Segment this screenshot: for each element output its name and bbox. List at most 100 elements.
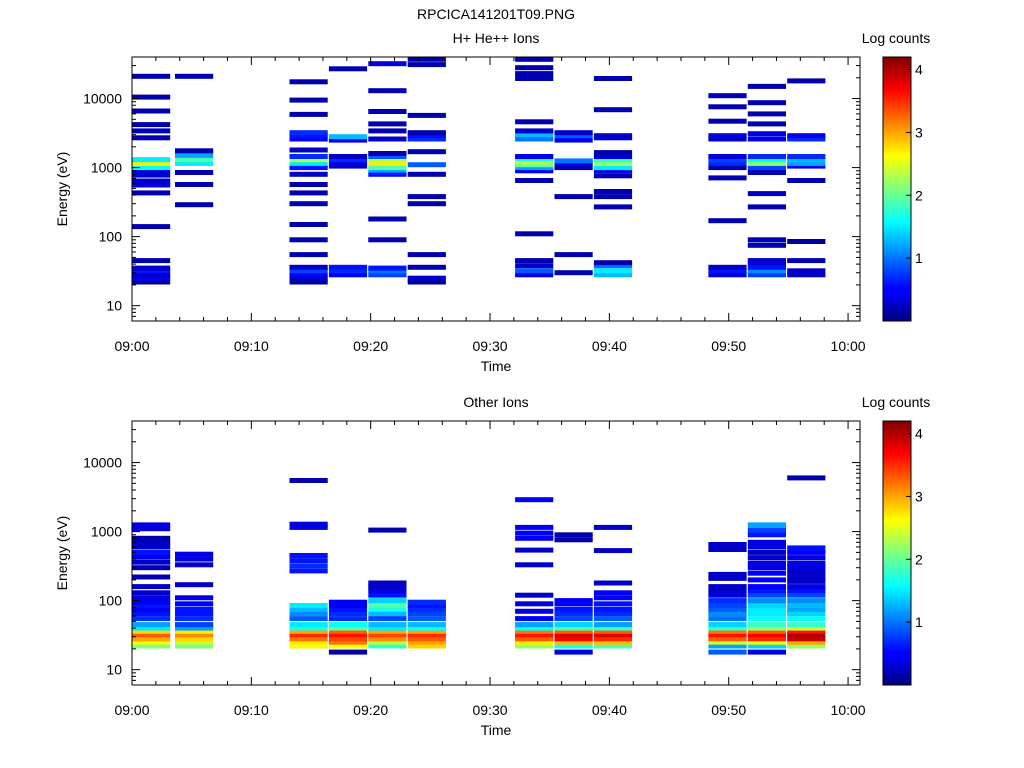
heatmap-cell	[787, 545, 826, 551]
heatmap-cell	[175, 606, 214, 612]
heatmap-cell	[747, 603, 786, 608]
heatmap-cell	[175, 562, 214, 568]
heatmap-cell	[554, 625, 593, 631]
heatmap-cell	[132, 535, 171, 541]
heatmap-cell	[593, 524, 633, 530]
heatmap-cell	[708, 272, 747, 278]
heatmap-cell	[515, 268, 554, 274]
y-axis-label: Energy (eV)	[54, 516, 70, 591]
heatmap-cell	[593, 611, 633, 617]
heatmap-cell	[515, 263, 554, 269]
heatmap-cell	[747, 268, 786, 274]
heatmap-cell	[747, 111, 786, 117]
heatmap-cell	[132, 224, 171, 230]
heatmap-cell	[132, 584, 171, 590]
heatmap-cell	[747, 272, 786, 278]
heatmap-cell	[175, 157, 214, 163]
heatmap-cell	[132, 122, 171, 128]
heatmap-cell	[787, 268, 826, 274]
heatmap-cell	[132, 522, 171, 528]
heatmap-cell	[328, 639, 368, 645]
heatmap-cell	[515, 168, 554, 174]
heatmap-cell	[747, 160, 786, 166]
heatmap-cell	[747, 527, 786, 533]
heatmap-cell	[368, 136, 407, 142]
heatmap-cell	[554, 611, 593, 617]
heatmap-cell	[407, 636, 446, 642]
heatmap-cell	[328, 616, 368, 622]
heatmap-cell	[515, 622, 554, 628]
heatmap-cell	[747, 565, 786, 571]
heatmap-cell	[593, 632, 633, 638]
heatmap-cell	[593, 189, 633, 194]
heatmap-cell	[328, 157, 368, 163]
heatmap-cell	[328, 160, 368, 166]
heatmap-cell	[132, 108, 171, 114]
heatmap-cell	[708, 136, 747, 142]
heatmap-cell	[407, 133, 446, 139]
heatmap-cell	[747, 83, 786, 89]
heatmap-cell	[747, 625, 786, 631]
heatmap-cell	[132, 632, 171, 638]
heatmap-cell	[328, 643, 368, 649]
heatmap-cell	[175, 202, 214, 208]
heatmap-cell	[515, 535, 554, 541]
heatmap-cell	[132, 128, 171, 134]
heatmap-cell	[407, 62, 446, 68]
heatmap-cell	[787, 258, 826, 264]
heatmap-cell	[787, 616, 826, 622]
heatmap-cell	[593, 636, 633, 642]
heatmap-cell	[368, 160, 407, 166]
heatmap-cell	[328, 628, 368, 634]
heatmap-cell	[328, 611, 368, 617]
heatmap-cell	[132, 595, 171, 601]
heatmap-cell	[708, 603, 747, 608]
heatmap-cell	[787, 565, 826, 571]
heatmap-cell	[289, 606, 328, 612]
heatmap-cell	[708, 598, 747, 604]
colorbar-tick-label: 1	[915, 250, 923, 266]
heatmap-cell	[289, 133, 328, 139]
heatmap-cell	[175, 582, 214, 588]
heatmap-cell	[515, 154, 554, 159]
heatmap-cell	[593, 154, 633, 159]
colorbar-label: Log counts	[862, 30, 931, 46]
heatmap-cell	[368, 216, 407, 222]
heatmap-cell	[407, 611, 446, 617]
heatmap-cell	[289, 252, 328, 258]
heatmap-cell	[787, 78, 826, 84]
heatmap-cell	[289, 136, 328, 142]
heatmap-cell	[289, 628, 328, 634]
heatmap-cell	[593, 595, 633, 601]
heatmap-cell	[132, 611, 171, 617]
heatmap-cell	[328, 599, 368, 605]
heatmap-cell	[175, 632, 214, 638]
heatmap-cell	[554, 158, 593, 164]
heatmap-cell	[593, 628, 633, 634]
heatmap-cell	[515, 119, 554, 125]
heatmap-cell	[289, 553, 328, 558]
heatmap-cell	[132, 135, 171, 141]
heatmap-cell	[787, 157, 826, 163]
heatmap-cell	[289, 275, 328, 281]
heatmap-cell	[132, 265, 171, 271]
panel-title: Other Ions	[463, 394, 528, 410]
x-tick-label: 09:30	[473, 338, 508, 354]
heatmap-cell	[747, 592, 786, 598]
heatmap-cell	[132, 279, 171, 285]
heatmap-cell	[708, 611, 747, 617]
heatmap-cell	[554, 130, 593, 136]
heatmap-cell	[328, 268, 368, 274]
heatmap-cell	[289, 171, 328, 177]
heatmap-cell	[554, 165, 593, 171]
heatmap-cell	[289, 478, 328, 483]
heatmap-cell	[787, 588, 826, 594]
heatmap-cell	[787, 160, 826, 166]
heatmap-cell	[747, 522, 786, 528]
heatmap-cell	[407, 603, 446, 608]
heatmap-cell	[368, 151, 407, 156]
heatmap-cell	[593, 165, 633, 171]
heatmap-cell	[708, 639, 747, 645]
heatmap-cell	[787, 578, 826, 584]
